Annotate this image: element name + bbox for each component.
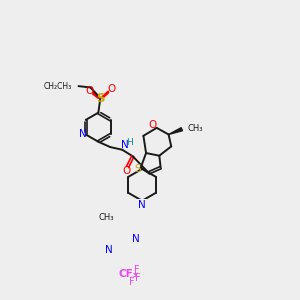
Text: O: O: [123, 166, 131, 176]
Text: O: O: [148, 120, 157, 130]
Text: H: H: [126, 138, 133, 147]
Text: CH₂CH₃: CH₂CH₃: [44, 82, 72, 91]
Text: S: S: [96, 92, 105, 104]
Text: N: N: [79, 130, 87, 140]
Text: N: N: [132, 233, 140, 244]
Polygon shape: [169, 128, 182, 134]
Text: F: F: [135, 273, 141, 283]
Text: O: O: [107, 84, 116, 94]
Text: CH₃: CH₃: [99, 213, 114, 222]
Text: N: N: [121, 140, 129, 150]
Text: O: O: [85, 86, 93, 96]
Text: CH₃: CH₃: [188, 124, 203, 133]
Text: CF₃: CF₃: [118, 268, 138, 279]
Text: S: S: [134, 164, 141, 174]
Text: N: N: [138, 200, 146, 210]
Text: F: F: [129, 277, 134, 286]
Text: N: N: [105, 245, 112, 255]
Text: F: F: [134, 265, 140, 275]
